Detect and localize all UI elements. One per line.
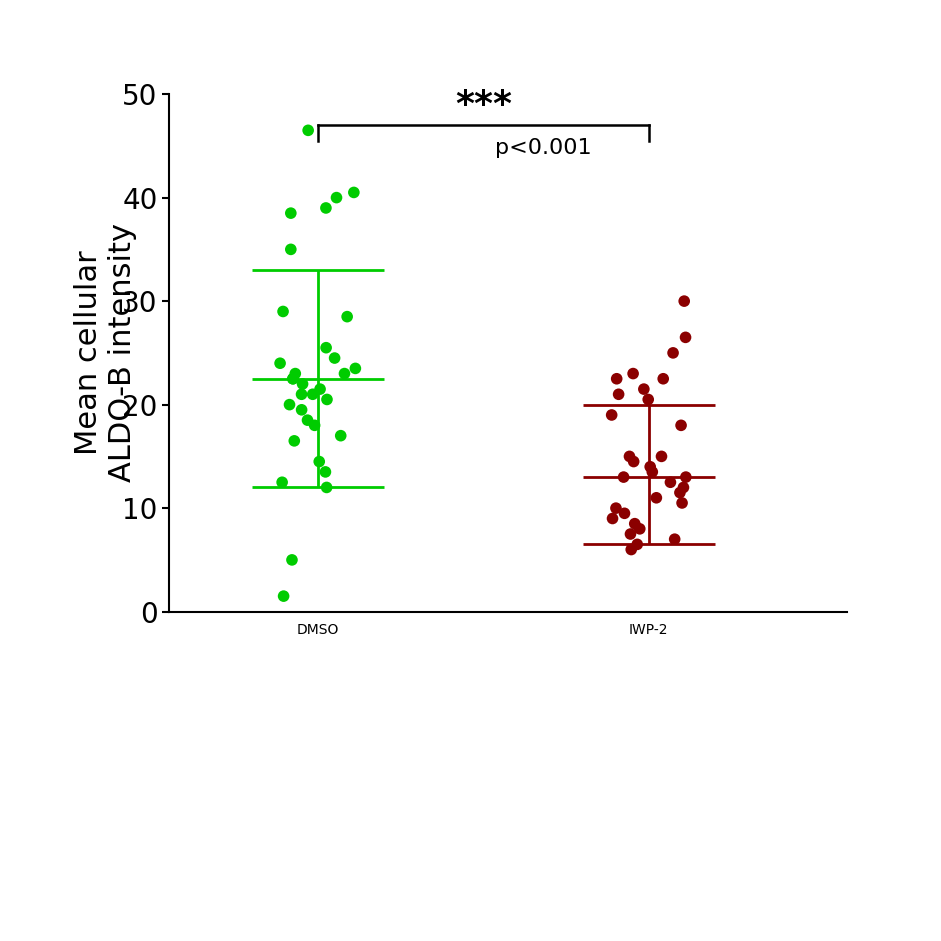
Point: [616, 470, 631, 485]
Point: [295, 403, 310, 418]
Point: [617, 506, 632, 521]
Point: [282, 397, 297, 412]
Point: [300, 123, 315, 138]
Point: [319, 341, 334, 356]
Point: [609, 372, 624, 387]
Point: [284, 552, 299, 567]
Point: [678, 330, 694, 345]
Point: [287, 434, 302, 449]
Point: [662, 475, 678, 490]
Point: [673, 486, 688, 501]
Point: [622, 449, 637, 464]
Point: [604, 407, 619, 423]
Point: [674, 418, 689, 433]
Point: [311, 455, 327, 470]
Point: [649, 490, 664, 505]
Point: [295, 376, 311, 391]
Point: [675, 496, 690, 511]
Point: [624, 542, 639, 557]
Point: [630, 536, 645, 551]
Point: [276, 589, 291, 604]
Point: [318, 465, 333, 480]
Point: [319, 480, 334, 495]
Point: [626, 366, 641, 381]
Point: [677, 294, 692, 309]
Point: [654, 449, 669, 464]
Point: [628, 516, 643, 531]
Point: [312, 382, 327, 397]
Y-axis label: Mean cellular
ALDO-B intensity: Mean cellular ALDO-B intensity: [74, 223, 136, 483]
Point: [294, 387, 309, 402]
Point: [641, 392, 656, 407]
Point: [609, 501, 624, 516]
Point: [329, 190, 344, 205]
Point: [337, 366, 352, 381]
Point: [285, 372, 300, 387]
Text: p<0.001: p<0.001: [495, 137, 591, 157]
Point: [605, 511, 620, 526]
Point: [319, 392, 334, 407]
Point: [667, 532, 682, 547]
Point: [340, 310, 355, 325]
Point: [665, 345, 680, 360]
Point: [318, 200, 333, 215]
Point: [300, 413, 315, 428]
Point: [276, 304, 291, 319]
Point: [632, 521, 647, 536]
Point: [346, 185, 361, 200]
Point: [305, 387, 320, 402]
Point: [678, 470, 694, 485]
Point: [327, 351, 343, 366]
Point: [275, 475, 290, 490]
Point: [333, 428, 348, 443]
Point: [285, 372, 300, 387]
Point: [288, 366, 303, 381]
Point: [645, 465, 660, 480]
Point: [656, 372, 671, 387]
Point: [611, 387, 626, 402]
Point: [283, 242, 298, 257]
Point: [348, 361, 363, 376]
Point: [307, 418, 322, 433]
Text: ***: ***: [455, 88, 512, 122]
Point: [283, 206, 298, 221]
Point: [643, 459, 658, 474]
Point: [623, 527, 638, 542]
Point: [676, 480, 691, 495]
Point: [273, 356, 288, 371]
Point: [626, 455, 641, 470]
Point: [636, 382, 651, 397]
